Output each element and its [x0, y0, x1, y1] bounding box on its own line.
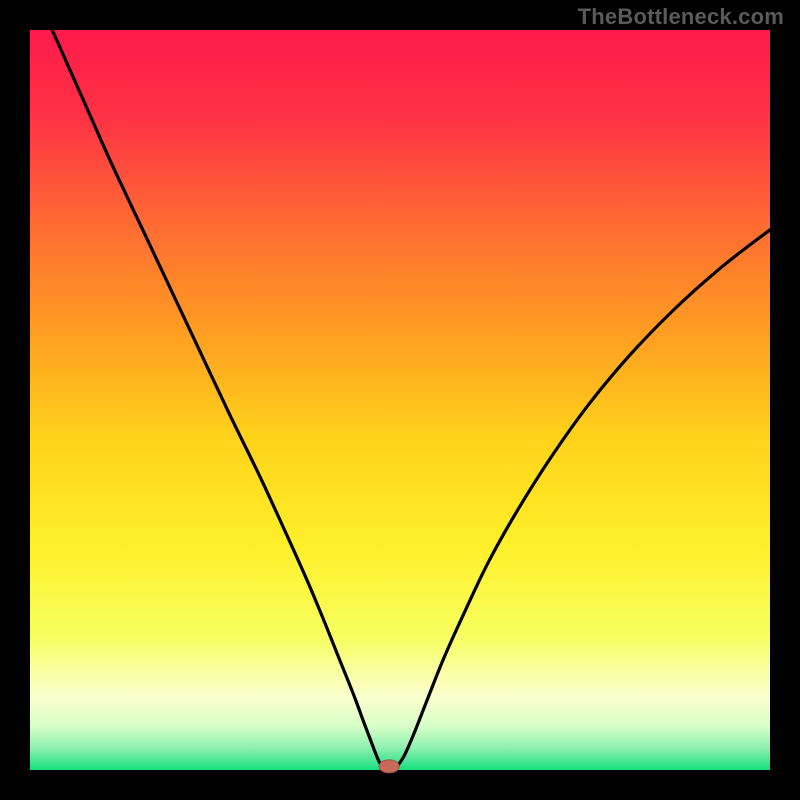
watermark-text: TheBottleneck.com — [578, 4, 784, 30]
plot-area — [30, 30, 770, 770]
optimum-marker — [379, 760, 400, 773]
chart-frame: TheBottleneck.com — [0, 0, 800, 800]
curve-path — [52, 30, 770, 770]
bottleneck-curve — [30, 30, 770, 770]
